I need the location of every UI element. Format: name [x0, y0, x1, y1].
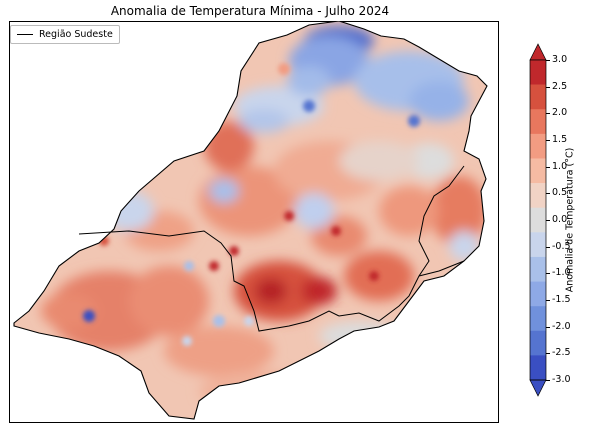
colorbar-bin	[530, 109, 546, 135]
colorbar-extend-min	[529, 379, 547, 397]
colorbar-tick-mark	[546, 166, 550, 168]
colorbar-tick-label: 2.5	[552, 80, 568, 92]
colorbar-tick-label: -1.0	[552, 267, 571, 279]
colorbar-bin	[530, 60, 546, 85]
colorbar-tick-mark	[546, 326, 550, 328]
colorbar-tick-label: 1.0	[552, 160, 568, 172]
colorbar-bin	[530, 281, 546, 307]
colorbar-bin	[530, 330, 546, 356]
colorbar-bin	[530, 183, 546, 208]
colorbar-tick-mark	[546, 246, 550, 248]
legend-label: Região Sudeste	[39, 29, 113, 40]
colorbar-tick-mark	[546, 220, 550, 221]
colorbar-label: Anomalia de Temperatura (°C)	[564, 147, 576, 293]
colorbar-tick-label: -1.5	[552, 294, 571, 305]
colorbar-tick-label: 1.5	[552, 134, 568, 145]
colorbar-bin	[530, 355, 546, 381]
colorbar-tick-label: 0.5	[552, 187, 568, 199]
map-frame	[9, 21, 499, 423]
colorbar-tick-label: 0.0	[552, 214, 568, 225]
colorbar-tick-mark	[546, 273, 550, 275]
colorbar-bin	[530, 306, 546, 332]
colorbar-tick-mark	[546, 113, 550, 115]
colorbar	[529, 43, 547, 397]
mg-rj-es-border	[338, 165, 465, 322]
colorbar-tick-label: -0.5	[552, 240, 571, 252]
colorbar-tick-label: -2.5	[552, 347, 571, 359]
colorbar-tick-mark	[546, 86, 550, 88]
region-outline	[13, 21, 488, 420]
colorbar-tick-mark	[546, 353, 550, 355]
colorbar-tick-mark	[546, 193, 550, 195]
colorbar-bin	[530, 256, 546, 282]
colorbar-tick-mark	[546, 60, 550, 61]
colorbar-tick-mark	[546, 300, 550, 301]
rj-es-border	[418, 260, 465, 277]
colorbar-tick-label: 2.0	[552, 107, 568, 119]
colorbar-tick-label: -3.0	[552, 374, 571, 385]
colorbar-tick-label: -2.0	[552, 320, 571, 332]
colorbar-tick-mark	[546, 140, 550, 141]
legend-line-swatch	[17, 34, 33, 35]
map-title: Anomalia de Temperatura Mínima - Julho 2…	[110, 4, 390, 18]
colorbar-bin	[530, 158, 546, 184]
colorbar-bin	[530, 207, 546, 233]
colorbar-tick-mark	[546, 380, 550, 381]
colorbar-bin	[530, 133, 546, 159]
colorbar-bin	[530, 232, 546, 258]
colorbar-extend-max	[529, 43, 547, 61]
sp-mg-border	[78, 230, 340, 332]
colorbar-tick-label: 3.0	[552, 54, 568, 65]
legend: Região Sudeste	[10, 25, 120, 44]
colorbar-bin	[530, 84, 546, 110]
